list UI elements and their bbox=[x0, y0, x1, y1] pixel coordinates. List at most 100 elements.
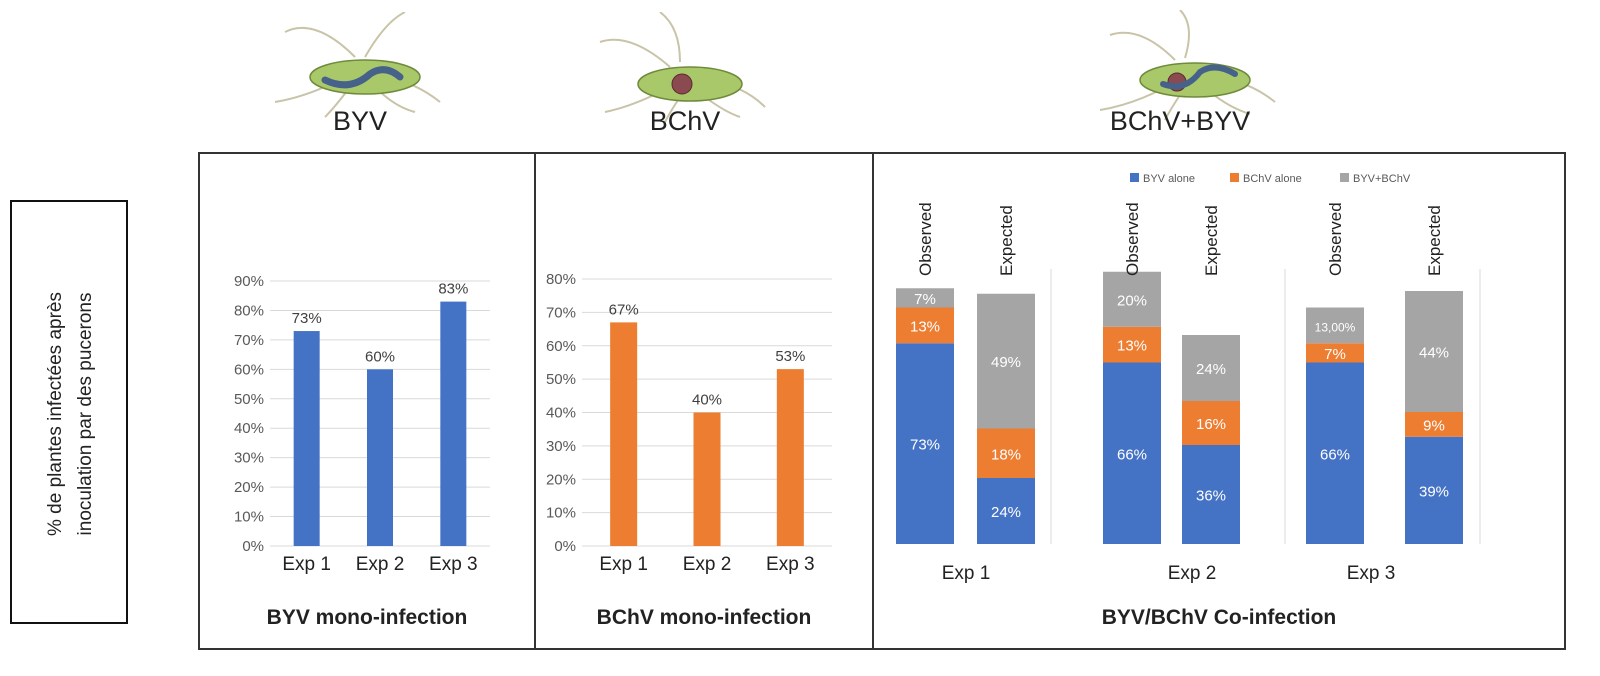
bar-label: Expected bbox=[997, 205, 1016, 276]
panel-coinfection: BYV alone BChV alone BYV+BChV 73% 13% 7% Obser… bbox=[872, 152, 1566, 650]
stacked-segment bbox=[1103, 362, 1161, 544]
stacked-segment bbox=[1405, 412, 1463, 437]
bar-label: Observed bbox=[1326, 202, 1345, 276]
segment-label: 73% bbox=[910, 437, 940, 454]
aphid-bchv-illustration bbox=[599, 12, 766, 123]
virus-label-byv: BYV bbox=[332, 106, 388, 136]
y-tick-label: 70% bbox=[546, 304, 576, 321]
bar-label: Expected bbox=[1425, 205, 1444, 276]
panel-byv-mono: 0% 10% 20% 30% 40% 50% 60% 70% 80% 90% 73% Exp 1 60%… bbox=[198, 152, 536, 650]
group-label: Exp 3 bbox=[1347, 563, 1396, 584]
y-tick-label: 40% bbox=[546, 405, 576, 422]
segment-label: 13% bbox=[1117, 338, 1147, 355]
data-label: 60% bbox=[365, 348, 395, 365]
y-tick-label: 10% bbox=[234, 509, 264, 526]
segment-label: 39% bbox=[1419, 483, 1449, 500]
group-label: Exp 2 bbox=[1168, 563, 1217, 584]
segment-label: 13,00% bbox=[1315, 320, 1356, 334]
data-label: 53% bbox=[775, 348, 805, 365]
stacked-segment bbox=[1405, 291, 1463, 412]
y-axis-label-box: % de plantes infectées après inoculation… bbox=[10, 200, 128, 624]
y-tick-label: 10% bbox=[546, 505, 576, 522]
x-tick-label: Exp 3 bbox=[766, 554, 815, 575]
stacked-segment bbox=[1103, 326, 1161, 363]
x-tick-label: Exp 2 bbox=[683, 554, 732, 575]
legend-label: BChV alone bbox=[1243, 173, 1302, 185]
legend-label: BYV alone bbox=[1143, 173, 1195, 185]
bchv-mono-bar-chart: 0% 10% 20% 30% 40% 50% 60% 70% 80% 67% Exp 1 40% Exp… bbox=[546, 271, 832, 575]
segment-label: 24% bbox=[991, 504, 1021, 521]
stacked-segment bbox=[1306, 362, 1364, 544]
legend-label: BYV+BChV bbox=[1353, 173, 1411, 185]
bar-label: Observed bbox=[916, 202, 935, 276]
x-tick-label: Exp 1 bbox=[282, 554, 331, 575]
y-tick-label: 80% bbox=[234, 302, 264, 319]
stacked-segment bbox=[896, 288, 954, 308]
stacked-segment bbox=[896, 343, 954, 544]
bar bbox=[440, 301, 467, 546]
bar-label: Expected bbox=[1202, 205, 1221, 276]
segment-label: 49% bbox=[991, 354, 1021, 371]
stacked-segment bbox=[1103, 271, 1161, 327]
chart-title-coinfection: BYV/BChV Co-infection bbox=[1101, 606, 1337, 629]
legend-swatch bbox=[1340, 173, 1349, 182]
stacked-segment bbox=[977, 478, 1035, 544]
y-tick-label: 0% bbox=[242, 538, 264, 555]
y-tick-label: 60% bbox=[546, 338, 576, 355]
y-tick-label: 60% bbox=[234, 361, 264, 378]
segment-label: 13% bbox=[910, 318, 940, 335]
y-tick-label: 20% bbox=[546, 471, 576, 488]
segment-label: 7% bbox=[1324, 346, 1346, 363]
segment-label: 18% bbox=[991, 446, 1021, 463]
x-tick-label: Exp 2 bbox=[356, 554, 405, 575]
stacked-segment bbox=[1306, 343, 1364, 363]
y-axis-label: % de plantes infectées après inoculation… bbox=[45, 292, 96, 536]
segment-label: 9% bbox=[1423, 417, 1445, 434]
segment-label: 24% bbox=[1196, 361, 1226, 378]
stacked-segment bbox=[1306, 307, 1364, 344]
aphid-byv-illustration bbox=[274, 12, 441, 118]
y-tick-label: 50% bbox=[546, 371, 576, 388]
y-tick-label: 20% bbox=[234, 479, 264, 496]
virus-label-coinfection: BChV+BYV bbox=[1109, 106, 1251, 136]
y-tick-label: 0% bbox=[554, 538, 576, 555]
bar bbox=[693, 412, 721, 546]
legend-swatch bbox=[1130, 173, 1139, 182]
stacked-segment bbox=[1405, 436, 1463, 544]
y-tick-label: 30% bbox=[234, 450, 264, 467]
segment-label: 16% bbox=[1196, 416, 1226, 433]
data-label: 67% bbox=[609, 301, 639, 318]
data-label: 40% bbox=[692, 392, 722, 409]
stacked-segment bbox=[896, 307, 954, 344]
data-label: 73% bbox=[292, 310, 322, 327]
segment-label: 7% bbox=[914, 291, 936, 308]
panel-bchv-mono: 0% 10% 20% 30% 40% 50% 60% 70% 80% 67% Exp 1 40% Exp… bbox=[534, 152, 874, 650]
virus-label-bchv: BChV bbox=[649, 106, 721, 136]
segment-label: 20% bbox=[1117, 292, 1147, 309]
legend-swatch bbox=[1230, 173, 1239, 182]
y-tick-label: 30% bbox=[546, 438, 576, 455]
x-tick-label: Exp 1 bbox=[599, 554, 648, 575]
bar bbox=[293, 331, 320, 546]
data-label: 83% bbox=[438, 281, 468, 298]
bar-label: Observed bbox=[1123, 202, 1142, 276]
segment-label: 36% bbox=[1196, 488, 1226, 505]
aphid-coinfection-illustration bbox=[1099, 10, 1276, 121]
segment-label: 66% bbox=[1320, 446, 1350, 463]
y-tick-label: 70% bbox=[234, 332, 264, 349]
y-tick-label: 80% bbox=[546, 271, 576, 288]
segment-label: 44% bbox=[1419, 345, 1449, 362]
stacked-segment bbox=[977, 428, 1035, 478]
bar bbox=[610, 322, 638, 546]
chart-title-byv-mono: BYV mono-infection bbox=[266, 606, 468, 629]
y-tick-label: 90% bbox=[234, 273, 264, 290]
group-label: Exp 1 bbox=[942, 563, 991, 584]
bar bbox=[776, 369, 804, 546]
stacked-segment bbox=[1182, 445, 1240, 544]
stacked-segment bbox=[977, 293, 1035, 429]
stacked-segment bbox=[1182, 401, 1240, 445]
stacked-segment bbox=[1182, 335, 1240, 401]
coinfection-stacked-chart: BYV alone BChV alone BYV+BChV 73% 13% 7% Obser… bbox=[896, 173, 1481, 584]
chart-title-bchv-mono: BChV mono-infection bbox=[596, 606, 812, 629]
y-tick-label: 40% bbox=[234, 420, 264, 437]
